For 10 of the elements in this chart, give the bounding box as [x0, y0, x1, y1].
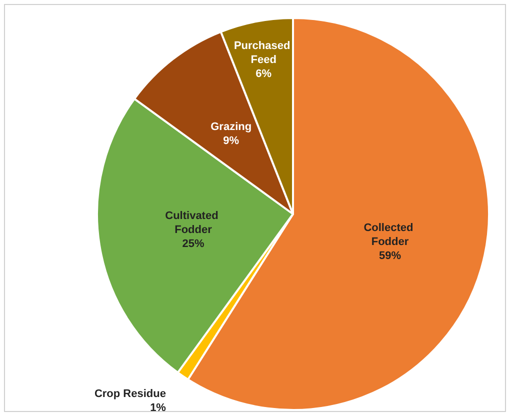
slice-label: Grazing	[210, 121, 252, 134]
slice-label: Purchased Feed	[234, 40, 294, 66]
data-label: 59%	[378, 250, 402, 262]
data-label: 6%	[256, 68, 272, 80]
slice-label: Cultivated Fodder	[165, 210, 222, 236]
data-label: 25%	[182, 238, 204, 250]
slice-label: Crop Residue	[94, 388, 166, 400]
data-label: 1%	[150, 402, 166, 414]
data-label: 9%	[223, 135, 240, 148]
slice-label: Collected Fodder	[364, 222, 416, 248]
